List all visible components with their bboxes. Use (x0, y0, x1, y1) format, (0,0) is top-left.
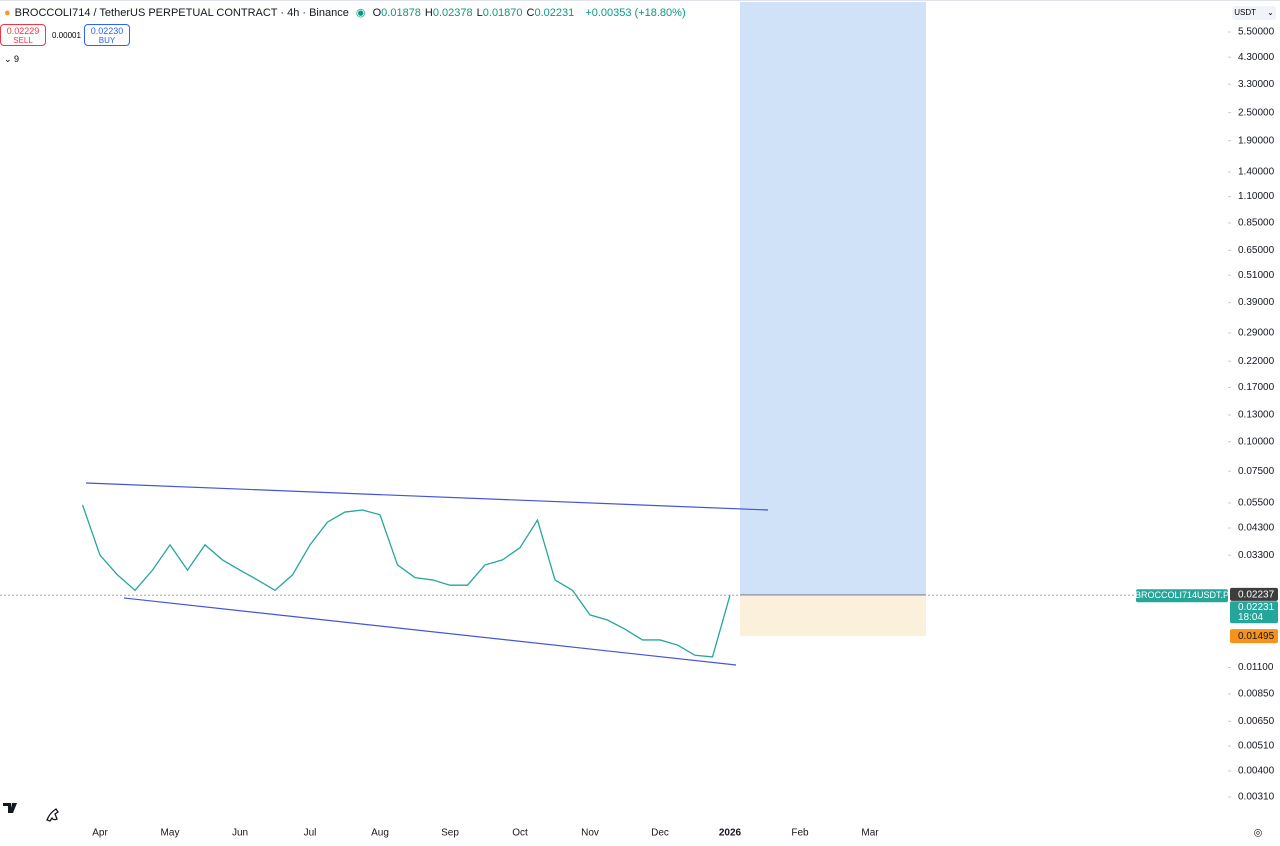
target-zone (740, 2, 926, 595)
ohlc-label: O (372, 7, 382, 19)
spread: 0.00001 (52, 31, 81, 40)
status-dot: ◉ (355, 7, 366, 19)
price-axis-bg (1228, 0, 1280, 846)
sell-price: 0.02229 (6, 26, 40, 36)
x-tick-label: Oct (512, 828, 528, 839)
symbol-tag-label: BROCCOLI714USDT.P (1135, 590, 1229, 600)
y-tick-label: 0.17000 (1238, 382, 1275, 393)
indicators-toggle[interactable]: ⌄ 9 (4, 54, 20, 64)
stop-tag-label: 0.01495 (1238, 631, 1275, 642)
x-tick-label: Sep (441, 828, 459, 839)
stop-zone (740, 594, 926, 637)
sell-button[interactable]: 0.02229 SELL (0, 24, 46, 46)
ohlc-value: 0.02231 (534, 7, 575, 19)
price-line (81, 504, 731, 658)
buy-button[interactable]: 0.02230 BUY (84, 24, 130, 46)
x-tick-label: Jun (232, 828, 248, 839)
y-tick-label: 0.00650 (1238, 716, 1275, 727)
y-tick-label: 0.65000 (1238, 245, 1275, 256)
y-tick-label: 0.05500 (1238, 498, 1275, 509)
y-tick-label: 0.10000 (1238, 436, 1275, 447)
x-tick-label: Aug (371, 828, 389, 839)
buy-label: BUY (98, 36, 116, 45)
y-tick-label: 0.00310 (1238, 792, 1275, 803)
last-tag-label: 0.02231 (1238, 602, 1275, 613)
y-tick-label: 0.00400 (1238, 766, 1275, 777)
stop-tag (1230, 629, 1278, 644)
currency: USDT (1234, 8, 1257, 17)
y-tick-label: 0.39000 (1238, 297, 1275, 308)
x-tick-label: May (161, 828, 180, 839)
y-tick-label: 0.01100 (1238, 662, 1274, 673)
ohlc-value: 0.01870 (482, 7, 523, 19)
y-tick-label: 0.22000 (1238, 356, 1275, 367)
tv-logo (3, 803, 59, 822)
entry-tag-label: 0.02237 (1238, 590, 1275, 601)
header: ● BROCCOLI714 / TetherUS PERPETUAL CONTRA… (4, 6, 690, 19)
y-tick-label: 0.00510 (1238, 741, 1275, 752)
symbol-tag (1136, 589, 1228, 603)
trend-line-upper (85, 482, 769, 511)
x-tick-label: Mar (861, 828, 879, 839)
symbol-title: BROCCOLI714 / TetherUS PERPETUAL CONTRAC… (14, 7, 349, 19)
ohlc-value: 0.02378 (432, 7, 473, 19)
symbol-icon: ● (4, 7, 11, 19)
settings-icon[interactable]: ◎ (1254, 828, 1263, 839)
ohlc: O0.01878 H0.02378 L0.01870 C0.02231 (373, 7, 579, 19)
x-tick-label: Dec (651, 828, 669, 839)
change: +0.00353 (+18.80%) (585, 7, 686, 19)
ohlc-label: L (476, 7, 483, 19)
y-tick-label: 1.40000 (1238, 167, 1275, 178)
y-tick-label: 0.07500 (1238, 466, 1275, 477)
y-tick-label: 0.03300 (1238, 550, 1275, 561)
currency-select[interactable]: USDT ⌄ (1232, 6, 1276, 20)
buy-price: 0.02230 (90, 26, 124, 36)
y-tick-label: 0.04300 (1238, 523, 1275, 534)
indicators-count: 9 (14, 54, 20, 64)
y-tick-label: 4.30000 (1238, 52, 1275, 63)
ohlc-label: H (424, 7, 433, 19)
y-tick-label: 0.85000 (1238, 218, 1275, 229)
y-tick-label: 1.10000 (1238, 191, 1275, 202)
y-tick-label: 0.00850 (1238, 689, 1275, 700)
countdown: 18:04 (1238, 612, 1263, 623)
last-tag (1230, 601, 1278, 624)
x-tick-label: Jul (304, 828, 317, 839)
x-tick-label: Feb (791, 828, 809, 839)
x-tick-label: Apr (92, 828, 108, 839)
y-tick-label: 2.50000 (1238, 107, 1275, 118)
ohlc-value: 0.01878 (381, 7, 421, 19)
y-tick-label: 0.29000 (1238, 328, 1275, 339)
y-tick-label: 5.50000 (1238, 27, 1275, 38)
x-tick-label: 2026 (719, 828, 742, 839)
y-tick-label: 0.13000 (1238, 410, 1275, 421)
ohlc-label: C (526, 7, 535, 19)
y-tick-label: 1.90000 (1238, 135, 1275, 146)
y-tick-label: 3.30000 (1238, 79, 1275, 90)
sell-label: SELL (13, 36, 33, 45)
y-tick-label: 0.51000 (1238, 270, 1275, 281)
x-tick-label: Nov (581, 828, 599, 839)
entry-tag (1230, 587, 1278, 601)
trend-line-lower (123, 597, 737, 666)
